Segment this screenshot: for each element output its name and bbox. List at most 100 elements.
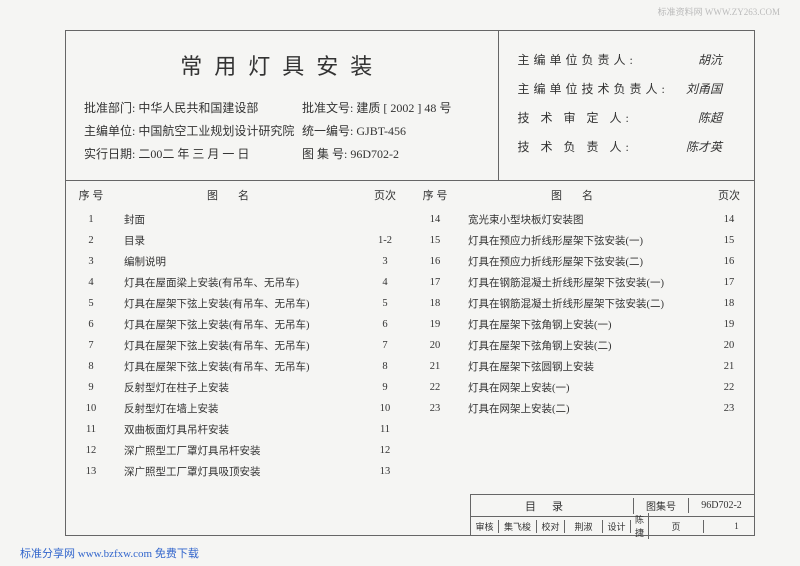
row-page: 16: [704, 256, 754, 267]
watermark-top: 标准资料网 WWW.ZY263.COM: [658, 5, 780, 18]
row-page: 1-2: [360, 235, 410, 246]
row-page: 6: [360, 319, 410, 330]
table-row: 8灯具在屋架下弦上安装(有吊车、无吊车)8: [66, 356, 410, 377]
row-name: 反射型灯在墙上安装: [116, 401, 360, 416]
row-name: 封面: [116, 212, 360, 227]
row-seq: 16: [410, 256, 460, 267]
row-name: 灯具在屋面梁上安装(有吊车、无吊车): [116, 275, 360, 290]
footer-design-val: 陈捷: [631, 513, 649, 539]
row-seq: 7: [66, 340, 116, 351]
table-row: 11双曲板面灯具吊杆安装11: [66, 419, 410, 440]
footer-page-val: 1: [704, 521, 769, 531]
sig3-val: 陈超: [698, 109, 722, 126]
row-name: 目录: [116, 233, 360, 248]
row-page: 7: [360, 340, 410, 351]
table-row: 7灯具在屋架下弦上安装(有吊车、无吊车)7: [66, 335, 410, 356]
sig2-val: 刘甬国: [686, 80, 722, 97]
row-page: 22: [704, 382, 754, 393]
footer-audit-label: 审核: [471, 520, 499, 533]
table-row: 16灯具在预应力折线形屋架下弦安装(二)16: [410, 251, 754, 272]
header: 常用灯具安装 批准部门: 中华人民共和国建设部 批准文号: 建质 [ 2002 …: [66, 31, 754, 181]
table-row: 13深广照型工厂罩灯具吸顶安装13: [66, 461, 410, 482]
th-name: 图名: [116, 187, 360, 203]
row-seq: 21: [410, 361, 460, 372]
table-row: 15灯具在预应力折线形屋架下弦安装(一)15: [410, 230, 754, 251]
table-row: 17灯具在钢筋混凝土折线形屋架下弦安装(一)17: [410, 272, 754, 293]
row-page: 21: [704, 361, 754, 372]
table-row: 2目录1-2: [66, 230, 410, 251]
row-page: 20: [704, 340, 754, 351]
row-name: 编制说明: [116, 254, 360, 269]
row-name: 灯具在屋架下弦角钢上安装(一): [460, 317, 704, 332]
sig3-label: 技 术 审 定 人:: [517, 109, 632, 126]
th-page: 页次: [360, 187, 410, 203]
row-name: 反射型灯在柱子上安装: [116, 380, 360, 395]
footer-box: 目录 图集号 96D702-2 审核 集飞梭 校对 荆淑 设计 陈捷 页 1: [470, 494, 754, 535]
row-seq: 19: [410, 319, 460, 330]
row-seq: 18: [410, 298, 460, 309]
row-seq: 1: [66, 214, 116, 225]
sig4-val: 陈才英: [686, 138, 722, 155]
footer-audit-val: 集飞梭: [499, 520, 537, 533]
approve-dept-label: 批准部门:: [84, 101, 135, 115]
footer-title: 目录: [471, 498, 634, 514]
table-row: 12深广照型工厂罩灯具吊杆安装12: [66, 440, 410, 461]
footer-atlas-label: 图集号: [634, 498, 689, 513]
th-name: 图名: [460, 187, 704, 203]
sig1-val: 胡沆: [698, 51, 722, 68]
table-row: 19灯具在屋架下弦角钢上安装(一)19: [410, 314, 754, 335]
row-page: 4: [360, 277, 410, 288]
row-name: 灯具在屋架下弦角钢上安装(二): [460, 338, 704, 353]
footer-check-val: 荆淑: [565, 520, 603, 533]
atlas: 96D702-2: [350, 147, 399, 161]
editor: 中国航空工业规划设计研究院: [138, 124, 294, 138]
header-left: 常用灯具安装 批准部门: 中华人民共和国建设部 批准文号: 建质 [ 2002 …: [66, 31, 499, 180]
row-page: 10: [360, 403, 410, 414]
row-seq: 20: [410, 340, 460, 351]
unified-no-label: 统一编号:: [302, 124, 353, 138]
row-page: 19: [704, 319, 754, 330]
row-page: 9: [360, 382, 410, 393]
watermark-bottom: 标准分享网 www.bzfxw.com 免费下载: [20, 545, 199, 561]
left-column: 序 号 图名 页次 1封面2目录1-23编制说明34灯具在屋面梁上安装(有吊车、…: [66, 181, 410, 535]
row-seq: 17: [410, 277, 460, 288]
table-row: 4灯具在屋面梁上安装(有吊车、无吊车)4: [66, 272, 410, 293]
row-seq: 22: [410, 382, 460, 393]
row-seq: 2: [66, 235, 116, 246]
row-page: 17: [704, 277, 754, 288]
table-row: 6灯具在屋架下弦上安装(有吊车、无吊车)6: [66, 314, 410, 335]
th-page: 页次: [704, 187, 754, 203]
row-page: 14: [704, 214, 754, 225]
row-page: 8: [360, 361, 410, 372]
footer-page-label: 页: [649, 520, 704, 533]
row-name: 灯具在屋架下弦圆钢上安装: [460, 359, 704, 374]
approve-no-label: 批准文号:: [302, 101, 353, 115]
row-name: 灯具在预应力折线形屋架下弦安装(二): [460, 254, 704, 269]
row-seq: 12: [66, 445, 116, 456]
row-name: 灯具在网架上安装(一): [460, 380, 704, 395]
table-body: 序 号 图名 页次 1封面2目录1-23编制说明34灯具在屋面梁上安装(有吊车、…: [66, 181, 754, 535]
date: 二00二 年 三 月 一 日: [138, 147, 249, 161]
table-row: 1封面: [66, 209, 410, 230]
approve-no: 建质 [ 2002 ] 48 号: [356, 101, 451, 115]
sig2-label: 主编单位技术负责人:: [517, 80, 668, 97]
row-seq: 5: [66, 298, 116, 309]
row-page: 15: [704, 235, 754, 246]
table-row: 5灯具在屋架下弦上安装(有吊车、无吊车)5: [66, 293, 410, 314]
row-seq: 23: [410, 403, 460, 414]
row-page: 5: [360, 298, 410, 309]
table-row: 20灯具在屋架下弦角钢上安装(二)20: [410, 335, 754, 356]
row-name: 灯具在预应力折线形屋架下弦安装(一): [460, 233, 704, 248]
footer-check-label: 校对: [537, 520, 565, 533]
th-seq: 序 号: [410, 187, 460, 203]
row-page: 13: [360, 466, 410, 477]
table-header: 序 号 图名 页次: [410, 181, 754, 209]
row-name: 灯具在钢筋混凝土折线形屋架下弦安装(一): [460, 275, 704, 290]
row-name: 深广照型工厂罩灯具吸顶安装: [116, 464, 360, 479]
row-page: 18: [704, 298, 754, 309]
row-name: 灯具在屋架下弦上安装(有吊车、无吊车): [116, 338, 360, 353]
row-page: 12: [360, 445, 410, 456]
table-row: 23灯具在网架上安装(二)23: [410, 398, 754, 419]
table-row: 9反射型灯在柱子上安装9: [66, 377, 410, 398]
row-name: 灯具在屋架下弦上安装(有吊车、无吊车): [116, 296, 360, 311]
